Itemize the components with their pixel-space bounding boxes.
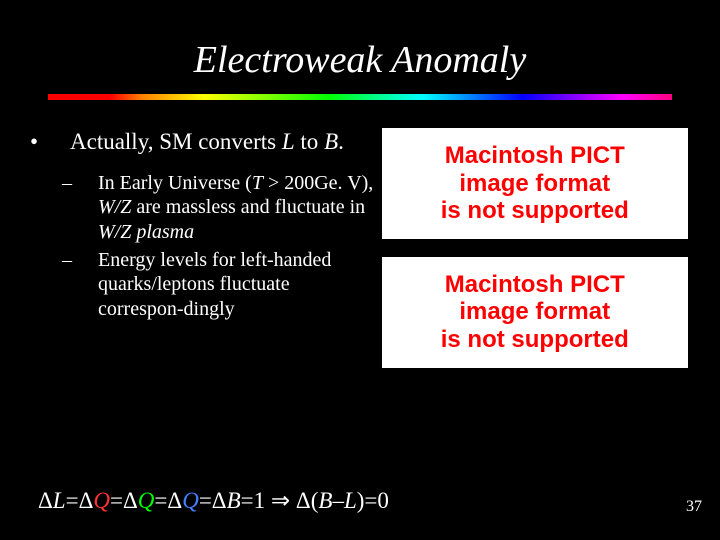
sb1-p3: are massless and fluctuate in	[131, 196, 365, 218]
bullet-text-3: .	[338, 129, 344, 154]
sub-bullet-2: –Energy levels for left-handed quarks/le…	[80, 248, 374, 321]
pict-line1: Macintosh PICT	[388, 271, 682, 299]
pict-line2: image format	[388, 298, 682, 326]
eq-arrow: ⇒	[265, 488, 296, 513]
sub-bullet-list: –In Early Universe (T > 200Ge. V), W/Z a…	[50, 171, 374, 321]
eq-B: B	[227, 488, 241, 513]
eq-Q-green: Q	[138, 488, 155, 513]
sub-bullet-1: –In Early Universe (T > 200Ge. V), W/Z a…	[80, 171, 374, 244]
eq-minus: –	[332, 488, 344, 513]
eq-B2: B	[318, 488, 332, 513]
page-number: 37	[686, 498, 702, 516]
sb1-p1: In Early Universe (	[98, 172, 252, 194]
sb1-WZ2: W/Z plasma	[98, 221, 194, 243]
sub-marker: –	[80, 248, 98, 272]
eq-delta-4: Δ	[167, 488, 182, 513]
equation: ΔL=ΔQ=ΔQ=ΔQ=ΔB=1 ⇒ Δ(B–L)=0	[38, 488, 389, 514]
eq-delta-3: Δ	[123, 488, 138, 513]
bullet-text-2: to	[295, 129, 324, 154]
pict-line1: Macintosh PICT	[388, 142, 682, 170]
eq-Q-blue: Q	[182, 488, 199, 513]
eq-eq-5: =	[241, 488, 254, 513]
main-bullet: •Actually, SM converts L to B.	[50, 128, 374, 157]
eq-delta-5: Δ	[212, 488, 227, 513]
eq-eq-4: =	[199, 488, 212, 513]
pict-error-2: Macintosh PICT image format is not suppo…	[382, 257, 688, 368]
pict-error-1: Macintosh PICT image format is not suppo…	[382, 128, 688, 239]
sb2-text: Energy levels for left-handed quarks/lep…	[98, 249, 331, 320]
bullet-text-1: Actually, SM converts	[70, 129, 282, 154]
content-area: •Actually, SM converts L to B. –In Early…	[0, 100, 720, 368]
eq-eq-1: =	[66, 488, 79, 513]
eq-delta-6: Δ	[296, 488, 311, 513]
eq-Q-red: Q	[93, 488, 110, 513]
pict-line3: is not supported	[388, 326, 682, 354]
eq-one: 1	[254, 488, 266, 513]
bullet-marker: •	[50, 128, 70, 157]
eq-L: L	[53, 488, 66, 513]
eq-L2: L	[344, 488, 357, 513]
sb1-T: T	[252, 172, 263, 194]
pict-line2: image format	[388, 170, 682, 198]
eq-delta-2: Δ	[79, 488, 94, 513]
sb1-WZ1: W/Z	[98, 196, 131, 218]
bullet-L: L	[282, 129, 295, 154]
bullet-B: B	[324, 129, 338, 154]
slide-title: Electroweak Anomaly	[0, 0, 720, 94]
eq-delta-1: Δ	[38, 488, 53, 513]
pict-line3: is not supported	[388, 197, 682, 225]
sb1-p2: > 200Ge. V),	[263, 172, 373, 194]
right-column: Macintosh PICT image format is not suppo…	[374, 128, 698, 368]
left-column: •Actually, SM converts L to B. –In Early…	[22, 128, 374, 368]
eq-eq-2: =	[110, 488, 123, 513]
eq-zero: =0	[364, 488, 388, 513]
sub-marker: –	[80, 171, 98, 195]
eq-eq-3: =	[154, 488, 167, 513]
